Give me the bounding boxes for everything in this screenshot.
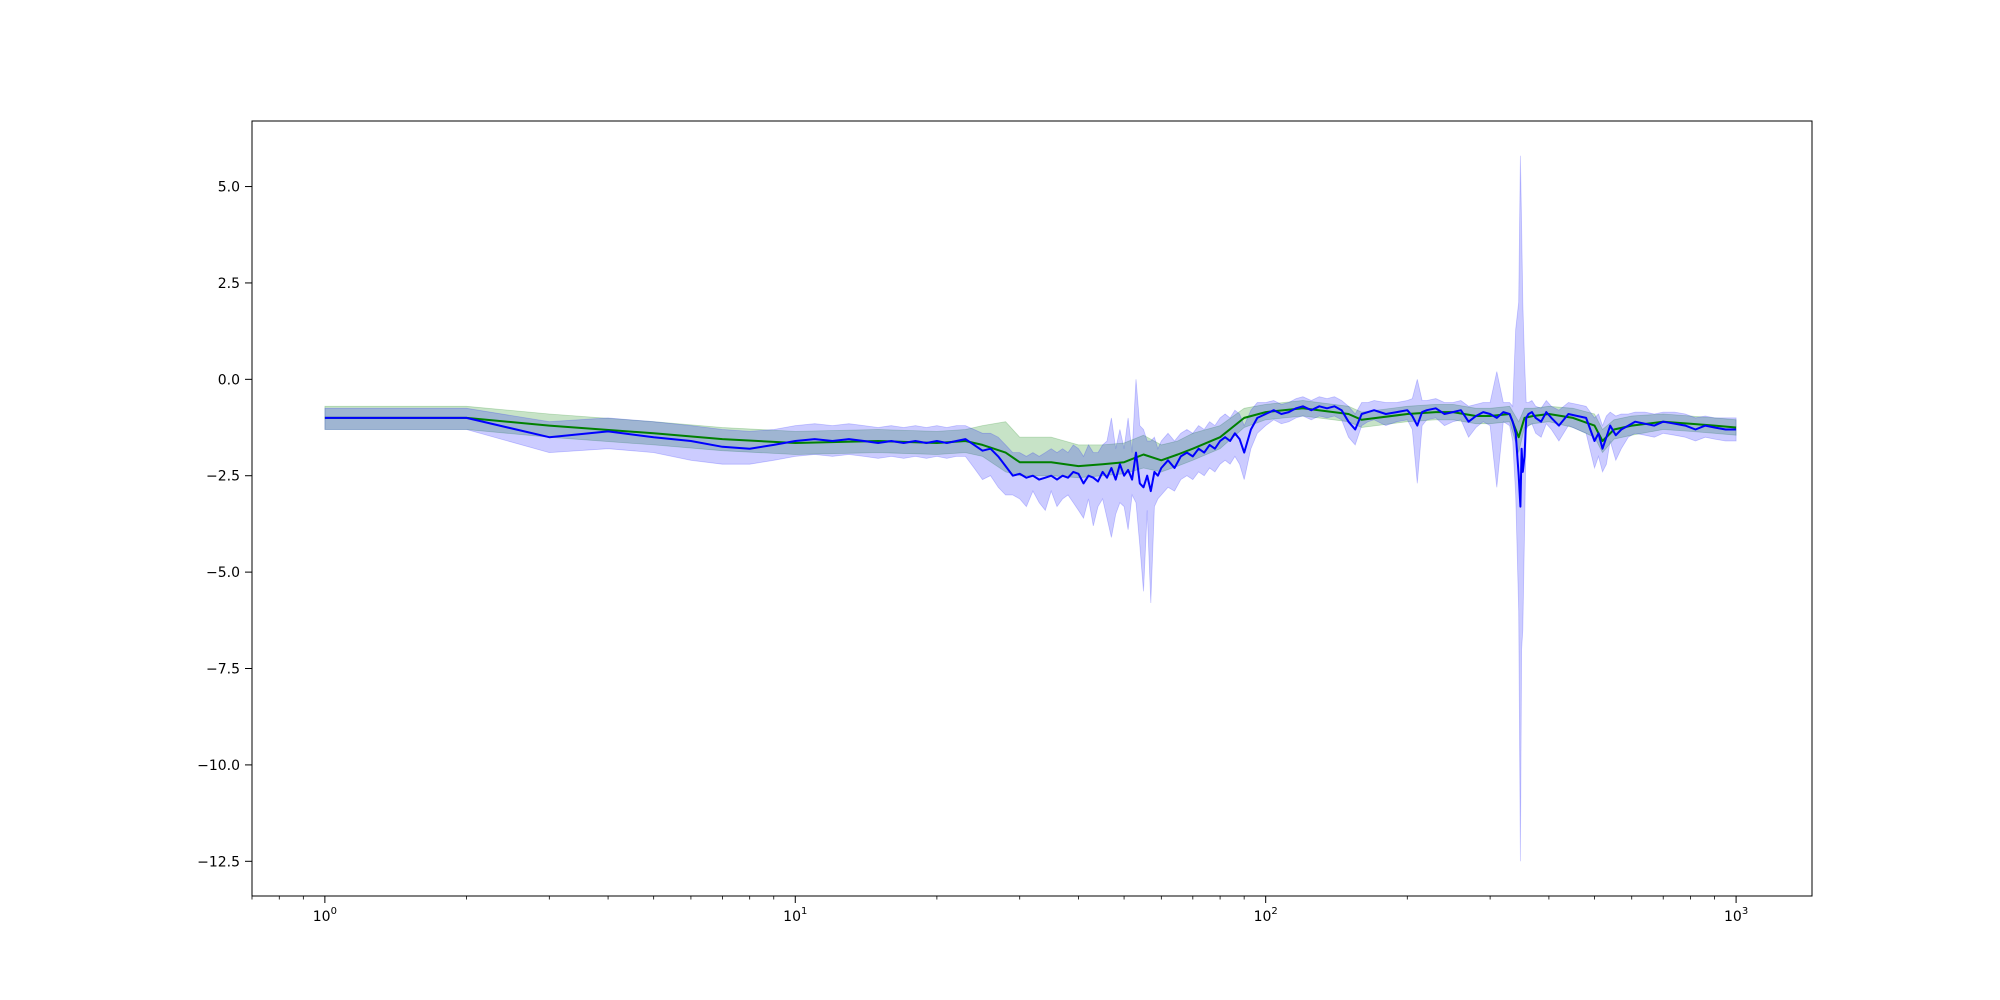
- y-tick-label: 0.0: [218, 372, 240, 388]
- x-tick-label: 103: [1724, 906, 1748, 925]
- x-tick-label: 100: [313, 906, 337, 925]
- y-axis: 5.0 2.5 0.0 −2.5 −5.0 −7.5 −10.0 −12.5: [197, 180, 252, 870]
- series-2-line: [324, 405, 1737, 508]
- series-2-band: [324, 155, 1737, 862]
- series-1-band: [324, 400, 1737, 479]
- x-axis: 100 101 102 103: [251, 896, 1748, 925]
- plot-area-frame: [251, 120, 1813, 897]
- y-tick-label: 2.5: [218, 276, 240, 292]
- y-tick-label: −5.0: [206, 565, 240, 581]
- x-tick-label: 102: [1254, 906, 1278, 925]
- x-tick-label: 101: [783, 906, 807, 925]
- y-tick-label: −10.0: [197, 758, 240, 774]
- y-tick-label: 5.0: [218, 180, 240, 196]
- confidence-bands: [324, 155, 1737, 862]
- y-tick-label: −7.5: [206, 662, 240, 678]
- y-tick-label: −12.5: [197, 854, 240, 870]
- series-lines: [324, 405, 1737, 508]
- y-tick-label: −2.5: [206, 469, 240, 485]
